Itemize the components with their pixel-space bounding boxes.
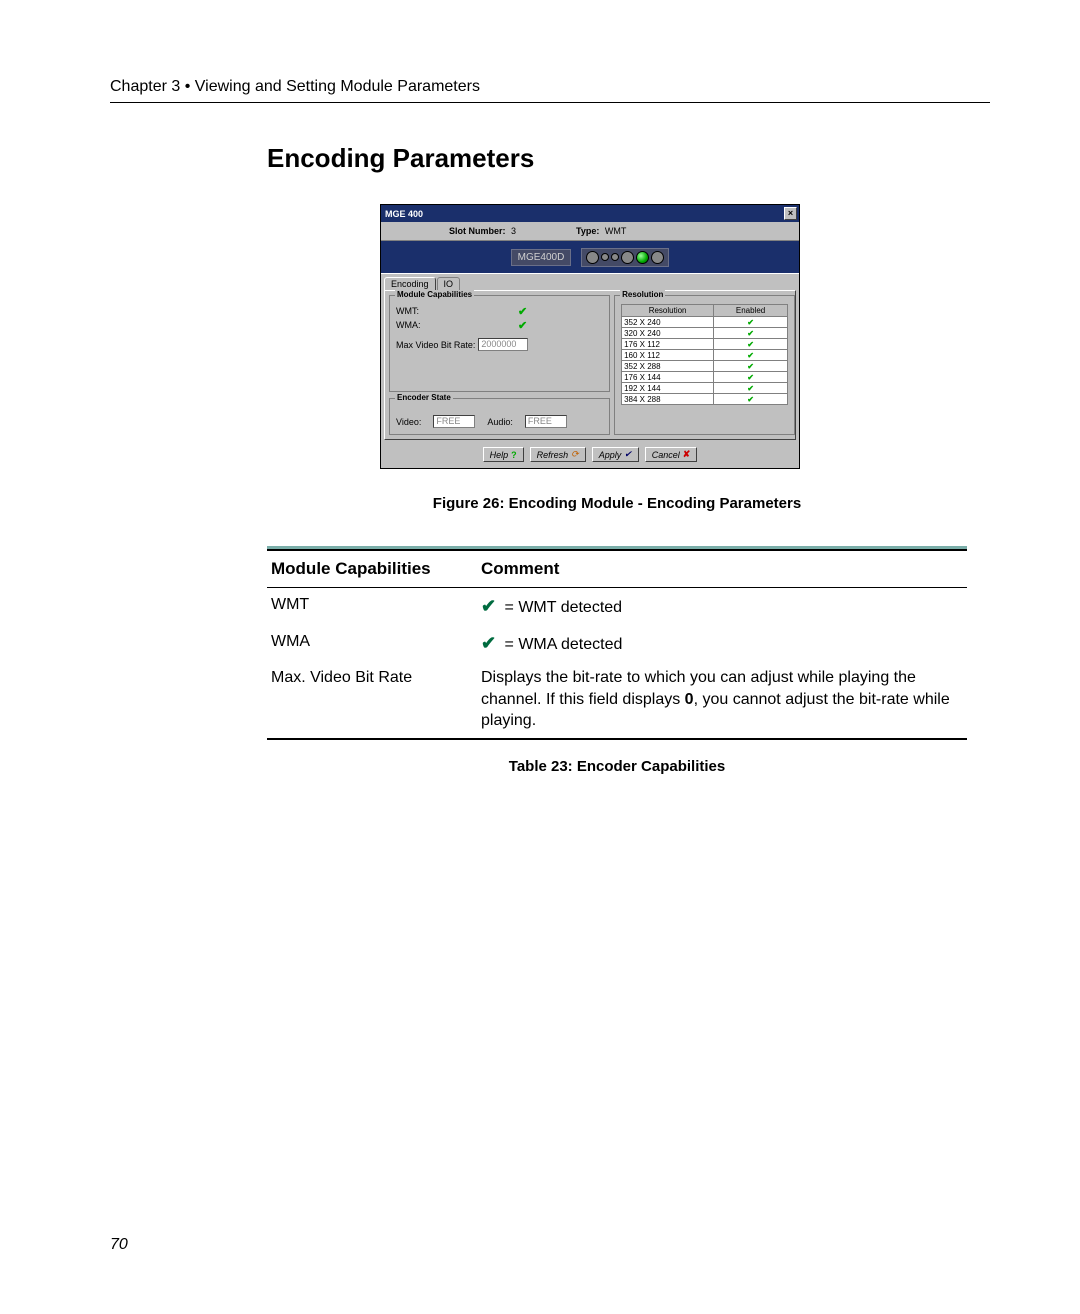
resolution-cell: 160 X 112 xyxy=(622,350,714,361)
video-state-field: FREE xyxy=(433,415,475,428)
check-icon: ✔ xyxy=(518,305,527,318)
table-row: 352 X 288✔ xyxy=(622,361,788,372)
audio-label: Audio: xyxy=(487,417,513,427)
dialog-titlebar: MGE 400 × xyxy=(381,205,799,222)
resolution-cell: 320 X 240 xyxy=(622,328,714,339)
led-icon xyxy=(651,251,664,264)
apply-button[interactable]: Apply✔ xyxy=(592,447,639,462)
check-icon: ✔ xyxy=(714,372,788,383)
tab-panel-encoding: Module Capabilities WMT: ✔ WMA: ✔ Max Vi… xyxy=(384,290,796,440)
resolution-cell: 176 X 112 xyxy=(622,339,714,350)
cap-label: WMT xyxy=(267,588,477,625)
led-icon xyxy=(586,251,599,264)
cancel-icon: ✘ xyxy=(683,449,691,460)
cap-wma-label: WMA: xyxy=(396,320,486,330)
check-icon: ✔ xyxy=(518,319,527,332)
resolution-col-header: Resolution xyxy=(622,305,714,317)
check-icon: ✔ xyxy=(714,339,788,350)
table-row: 384 X 288✔ xyxy=(622,394,788,405)
check-icon: ✔ xyxy=(714,394,788,405)
close-icon[interactable]: × xyxy=(784,207,797,220)
cap-label: WMA xyxy=(267,625,477,662)
cap-row-wma: WMA: ✔ xyxy=(396,318,603,332)
refresh-icon: ⟳ xyxy=(571,449,579,460)
check-icon: ✔ xyxy=(481,596,496,616)
resolution-cell: 352 X 288 xyxy=(622,361,714,372)
resolution-cell: 192 X 144 xyxy=(622,383,714,394)
audio-state-field: FREE xyxy=(525,415,567,428)
tab-strip: Encoding IO xyxy=(381,274,799,290)
tab-io[interactable]: IO xyxy=(437,277,461,290)
col-header-module: Module Capabilities xyxy=(267,550,477,588)
header-rule xyxy=(110,102,990,103)
resolution-cell: 352 X 240 xyxy=(622,317,714,328)
resolution-group: Resolution Resolution Enabled 352 X 240✔… xyxy=(614,295,795,435)
help-button[interactable]: Help? xyxy=(483,447,524,462)
check-icon: ✔ xyxy=(714,361,788,372)
led-icon xyxy=(611,253,619,261)
resolution-table: Resolution Enabled 352 X 240✔ 320 X 240✔… xyxy=(621,304,788,405)
check-icon: ✔ xyxy=(714,383,788,394)
cap-label: Max. Video Bit Rate xyxy=(267,661,477,739)
bitrate-field[interactable]: 2000000 xyxy=(478,338,528,351)
led-icon xyxy=(636,251,649,264)
check-icon: ✔ xyxy=(714,317,788,328)
slot-number-label: Slot Number: 3 xyxy=(449,226,516,236)
table-row: WMT ✔ = WMT detected xyxy=(267,588,967,625)
module-capabilities-group: Module Capabilities WMT: ✔ WMA: ✔ Max Vi… xyxy=(389,295,610,392)
cap-comment: Displays the bit-rate to which you can a… xyxy=(477,661,967,739)
banner-model-label: MGE400D xyxy=(511,249,572,266)
resolution-cell: 384 X 288 xyxy=(622,394,714,405)
cap-wmt-label: WMT: xyxy=(396,306,486,316)
cap-row-wmt: WMT: ✔ xyxy=(396,304,603,318)
check-icon: ✔ xyxy=(714,328,788,339)
col-header-comment: Comment xyxy=(477,550,967,588)
led-icon xyxy=(601,253,609,261)
dialog-window: MGE 400 × Slot Number: 3 Type: WMT MGE40… xyxy=(380,204,800,469)
group-legend: Module Capabilities xyxy=(395,290,474,299)
refresh-button[interactable]: Refresh⟳ xyxy=(530,447,586,462)
help-icon: ? xyxy=(511,450,517,460)
bitrate-label: Max Video Bit Rate: xyxy=(396,340,475,350)
enabled-col-header: Enabled xyxy=(714,305,788,317)
resolution-cell: 176 X 144 xyxy=(622,372,714,383)
cap-comment: ✔ = WMT detected xyxy=(477,588,967,625)
table-row: 192 X 144✔ xyxy=(622,383,788,394)
table-row: Max. Video Bit Rate Displays the bit-rat… xyxy=(267,661,967,739)
type-label: Type: WMT xyxy=(576,226,626,236)
section-title: Encoding Parameters xyxy=(267,143,990,174)
table-row: 176 X 144✔ xyxy=(622,372,788,383)
dialog-info-row: Slot Number: 3 Type: WMT xyxy=(381,222,799,240)
video-label: Video: xyxy=(396,417,421,427)
table-row: 176 X 112✔ xyxy=(622,339,788,350)
dialog-title: MGE 400 xyxy=(385,209,423,219)
table-row: 352 X 240✔ xyxy=(622,317,788,328)
cancel-button[interactable]: Cancel✘ xyxy=(645,447,698,462)
check-icon: ✔ xyxy=(481,633,496,653)
page-number: 70 xyxy=(110,1236,128,1254)
encoder-state-group: Encoder State Video: FREE Audio: FREE xyxy=(389,398,610,435)
table-caption: Table 23: Encoder Capabilities xyxy=(267,758,967,775)
dialog-button-bar: Help? Refresh⟳ Apply✔ Cancel✘ xyxy=(381,443,799,468)
table-row: 320 X 240✔ xyxy=(622,328,788,339)
cap-row-bitrate: Max Video Bit Rate: 2000000 xyxy=(396,338,603,351)
table-row: 160 X 112✔ xyxy=(622,350,788,361)
chapter-header: Chapter 3 • Viewing and Setting Module P… xyxy=(110,78,990,96)
tab-encoding[interactable]: Encoding xyxy=(384,277,436,290)
apply-icon: ✔ xyxy=(624,449,632,460)
group-legend: Resolution xyxy=(620,290,665,299)
led-strip xyxy=(581,248,669,267)
group-legend: Encoder State xyxy=(395,393,453,402)
capabilities-table: Module Capabilities Comment WMT ✔ = WMT … xyxy=(267,549,967,740)
check-icon: ✔ xyxy=(714,350,788,361)
cap-comment: ✔ = WMA detected xyxy=(477,625,967,662)
figure-caption: Figure 26: Encoding Module - Encoding Pa… xyxy=(267,495,967,512)
led-icon xyxy=(621,251,634,264)
encoder-state-row: Video: FREE Audio: FREE xyxy=(396,415,603,428)
table-row: WMA ✔ = WMA detected xyxy=(267,625,967,662)
dialog-banner: MGE400D xyxy=(381,240,799,274)
